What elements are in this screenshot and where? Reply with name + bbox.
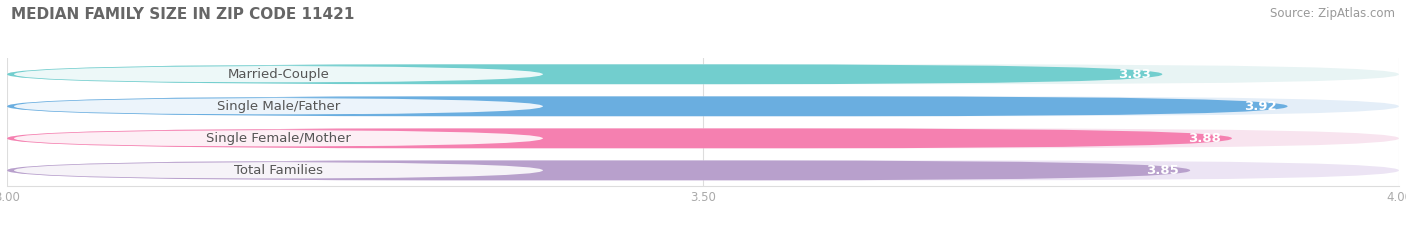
Text: Married-Couple: Married-Couple — [228, 68, 329, 81]
Text: 3.83: 3.83 — [1118, 68, 1152, 81]
FancyBboxPatch shape — [14, 98, 543, 115]
FancyBboxPatch shape — [7, 64, 1163, 84]
FancyBboxPatch shape — [7, 128, 1399, 148]
FancyBboxPatch shape — [14, 130, 543, 147]
FancyBboxPatch shape — [14, 162, 543, 179]
Text: 3.88: 3.88 — [1188, 132, 1220, 145]
FancyBboxPatch shape — [7, 128, 1232, 148]
Text: 3.85: 3.85 — [1146, 164, 1180, 177]
FancyBboxPatch shape — [7, 96, 1399, 116]
Text: 3.92: 3.92 — [1244, 100, 1277, 113]
FancyBboxPatch shape — [7, 161, 1191, 180]
FancyBboxPatch shape — [7, 96, 1288, 116]
Text: Single Female/Mother: Single Female/Mother — [207, 132, 352, 145]
FancyBboxPatch shape — [7, 64, 1399, 84]
FancyBboxPatch shape — [14, 66, 543, 83]
Text: Source: ZipAtlas.com: Source: ZipAtlas.com — [1270, 7, 1395, 20]
FancyBboxPatch shape — [7, 161, 1399, 180]
Text: Single Male/Father: Single Male/Father — [217, 100, 340, 113]
Text: MEDIAN FAMILY SIZE IN ZIP CODE 11421: MEDIAN FAMILY SIZE IN ZIP CODE 11421 — [11, 7, 354, 22]
Text: Total Families: Total Families — [233, 164, 323, 177]
